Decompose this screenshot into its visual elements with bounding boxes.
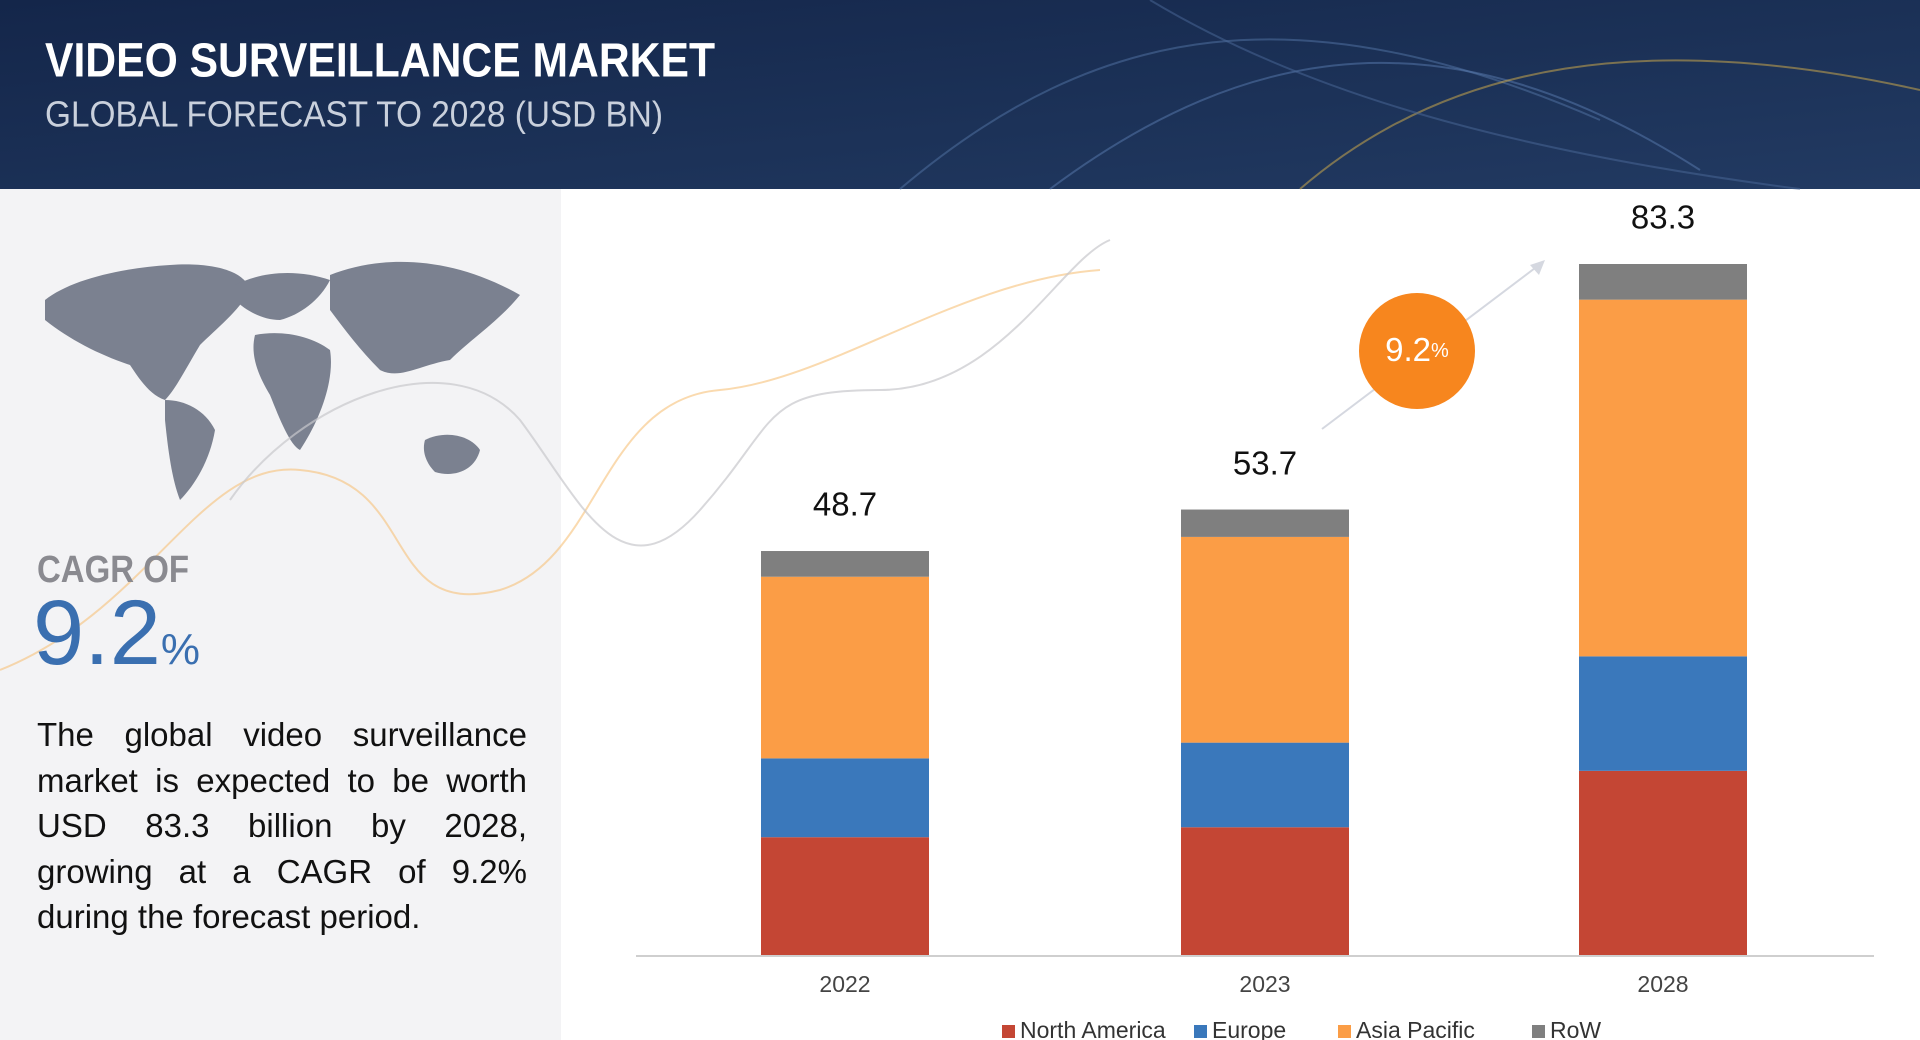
cagr-value: 9.2%: [33, 582, 200, 684]
bar-segment: [1579, 656, 1747, 771]
bar-segment: [1579, 299, 1747, 657]
bar-segment: [1181, 742, 1349, 828]
total-label: 53.7: [1233, 444, 1297, 481]
header-decoration: [899, 0, 1920, 190]
legend-swatch: [1194, 1025, 1207, 1038]
cagr-bubble-unit: %: [1431, 340, 1449, 362]
description: The global video surveillance market is …: [37, 716, 527, 935]
bar-segment: [761, 576, 929, 759]
bar-segment: [1579, 264, 1747, 300]
bar-segment: [1181, 509, 1349, 537]
cagr-number: 9.2: [33, 582, 161, 684]
cagr-unit: %: [161, 625, 200, 674]
bar-segment: [1181, 536, 1349, 743]
bar-segment: [761, 837, 929, 955]
legend-swatch: [1532, 1025, 1545, 1038]
cagr-bubble: [1359, 293, 1475, 409]
decorative-curves: [0, 239, 1111, 671]
title: VIDEO SURVEILLANCE MARKET: [45, 35, 715, 88]
bar-segment: [1181, 827, 1349, 955]
growth-arrowhead: [1530, 260, 1545, 275]
cagr-label: CAGR OF: [37, 549, 189, 591]
legend-label: RoW: [1550, 1017, 1601, 1040]
bar-segment: [761, 551, 929, 577]
legend-label: North America: [1020, 1017, 1166, 1040]
total-label: 83.3: [1631, 199, 1695, 236]
legend-swatch: [1338, 1025, 1351, 1038]
bar-segment: [761, 758, 929, 838]
legend-swatch: [1002, 1025, 1015, 1038]
x-tick-label: 2022: [819, 971, 870, 997]
cagr-bubble-value: 9.2: [1385, 331, 1431, 368]
legend-label: Europe: [1212, 1017, 1286, 1040]
total-label: 48.7: [813, 486, 877, 523]
legend-label: Asia Pacific: [1356, 1017, 1475, 1040]
bar-segment: [1579, 770, 1747, 955]
world-map: [45, 261, 520, 500]
cagr-bubble-text: 9.2%: [1385, 331, 1449, 368]
x-tick-label: 2023: [1239, 971, 1290, 997]
x-tick-label: 2028: [1637, 971, 1688, 997]
subtitle: GLOBAL FORECAST TO 2028 (USD BN): [45, 94, 663, 135]
